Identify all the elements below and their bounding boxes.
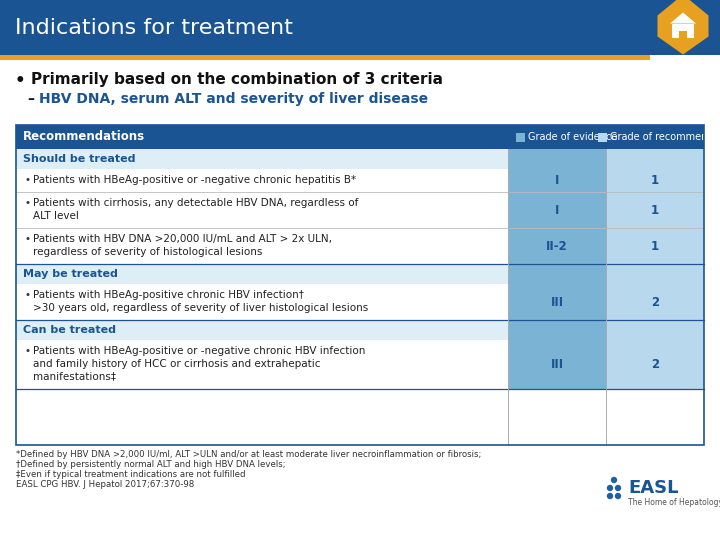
Bar	[606, 192, 704, 228]
Bar	[606, 284, 704, 320]
Text: I: I	[555, 204, 559, 217]
Polygon shape	[670, 12, 696, 24]
Bar	[508, 264, 606, 284]
Bar	[679, 30, 687, 37]
Text: Patients with HBeAg-positive chronic HBV infection†
>30 years old, regardless of: Patients with HBeAg-positive chronic HBV…	[33, 290, 368, 313]
Text: Patients with HBeAg-positive or -negative chronic HBV infection
and family histo: Patients with HBeAg-positive or -negativ…	[33, 346, 365, 382]
Text: •: •	[24, 198, 30, 208]
Text: †Defined by persistently normal ALT and high HBV DNA levels;: †Defined by persistently normal ALT and …	[16, 460, 286, 469]
Bar	[606, 320, 704, 340]
Text: Grade of evidence: Grade of evidence	[528, 132, 617, 142]
Text: Should be treated: Should be treated	[23, 154, 135, 164]
Bar	[508, 340, 606, 389]
Text: •: •	[24, 175, 30, 185]
Bar	[606, 340, 704, 389]
Bar	[16, 340, 508, 389]
Text: •: •	[24, 234, 30, 244]
Bar	[508, 149, 606, 169]
Text: Recommendations: Recommendations	[23, 131, 145, 144]
Bar	[606, 149, 704, 169]
Text: Patients with cirrhosis, any detectable HBV DNA, regardless of
ALT level: Patients with cirrhosis, any detectable …	[33, 198, 359, 221]
Polygon shape	[657, 0, 708, 55]
Circle shape	[607, 493, 613, 499]
Circle shape	[611, 477, 617, 483]
Bar	[516, 132, 525, 141]
Text: III: III	[550, 295, 564, 308]
Text: *Defined by HBV DNA >2,000 IU/ml, ALT >ULN and/or at least moderate liver necroi: *Defined by HBV DNA >2,000 IU/ml, ALT >U…	[16, 450, 482, 459]
Bar	[598, 132, 607, 141]
Bar	[16, 192, 508, 228]
Text: Patients with HBeAg-positive or -negative chronic hepatitis B*: Patients with HBeAg-positive or -negativ…	[33, 175, 356, 185]
Text: ‡Even if typical treatment indications are not fulfilled: ‡Even if typical treatment indications a…	[16, 470, 246, 479]
Bar	[16, 125, 704, 445]
Text: Patients with HBV DNA >20,000 IU/mL and ALT > 2x ULN,
regardless of severity of : Patients with HBV DNA >20,000 IU/mL and …	[33, 234, 332, 257]
Text: 1: 1	[651, 240, 659, 253]
Text: 1: 1	[651, 204, 659, 217]
Bar	[16, 228, 508, 264]
Text: Grade of recommendation: Grade of recommendation	[610, 132, 720, 142]
Bar	[508, 228, 606, 264]
Bar	[508, 284, 606, 320]
Text: EASL CPG HBV. J Hepatol 2017;67:370-98: EASL CPG HBV. J Hepatol 2017;67:370-98	[16, 480, 194, 489]
Bar	[508, 192, 606, 228]
Bar	[16, 284, 508, 320]
Text: Indications for treatment: Indications for treatment	[15, 17, 293, 37]
Bar	[606, 169, 704, 192]
Text: 2: 2	[651, 358, 659, 371]
Text: EASL: EASL	[628, 479, 678, 497]
Bar	[508, 169, 606, 192]
Text: The Home of Hepatology: The Home of Hepatology	[628, 498, 720, 507]
Bar	[606, 264, 704, 284]
Text: III: III	[550, 358, 564, 371]
Circle shape	[607, 485, 613, 491]
Text: –: –	[27, 92, 34, 106]
Text: Can be treated: Can be treated	[23, 325, 116, 335]
Text: Primarily based on the combination of 3 criteria: Primarily based on the combination of 3 …	[31, 72, 443, 87]
Text: •: •	[15, 72, 26, 90]
Text: 1: 1	[651, 174, 659, 187]
Bar	[16, 149, 508, 169]
Text: •: •	[24, 346, 30, 356]
Bar	[16, 125, 704, 149]
Bar	[508, 320, 606, 340]
Bar	[606, 228, 704, 264]
Text: 2: 2	[651, 295, 659, 308]
Text: May be treated: May be treated	[23, 269, 118, 279]
Bar	[672, 24, 694, 37]
Circle shape	[615, 493, 621, 499]
Text: I: I	[555, 174, 559, 187]
Circle shape	[615, 485, 621, 491]
Bar	[16, 320, 508, 340]
Text: •: •	[24, 290, 30, 300]
Text: HBV DNA, serum ALT and severity of liver disease: HBV DNA, serum ALT and severity of liver…	[39, 92, 428, 106]
Bar	[16, 264, 508, 284]
Text: II-2: II-2	[546, 240, 568, 253]
Bar	[16, 169, 508, 192]
Bar	[0, 0, 720, 55]
Bar	[0, 55, 650, 60]
